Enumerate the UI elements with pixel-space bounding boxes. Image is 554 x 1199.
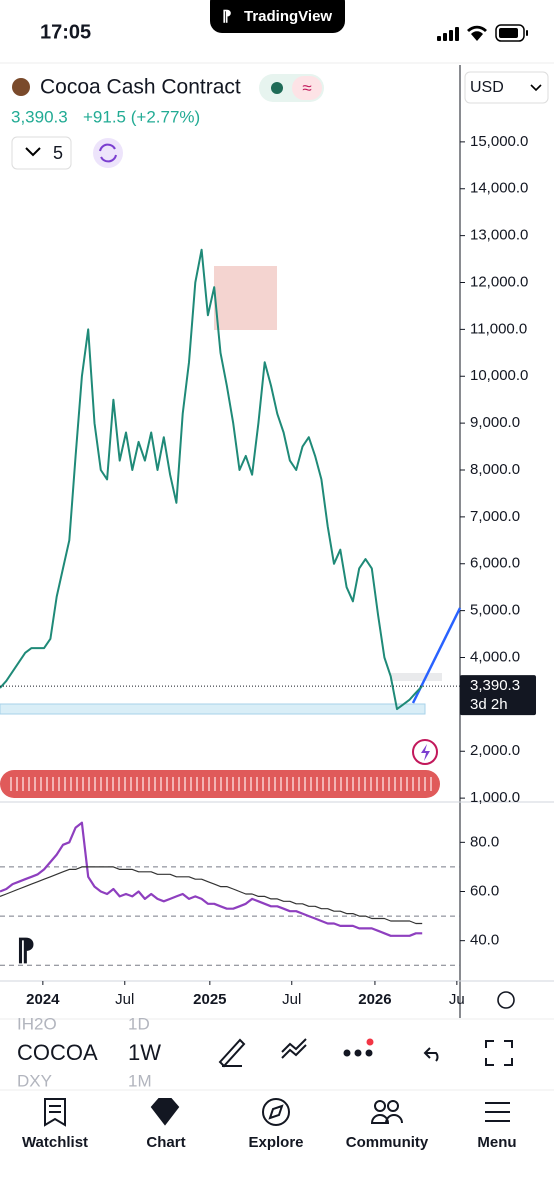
- faded-symbol: IH2O: [17, 1014, 57, 1033]
- notification-dot: [366, 1038, 374, 1046]
- faded-interval: 1D: [128, 1014, 150, 1033]
- indicator-line: [0, 821, 423, 937]
- toolbar-interval[interactable]: 1W: [128, 1040, 161, 1065]
- tab-icons: [44, 1098, 510, 1127]
- y-tick-label: 7,000.0: [470, 508, 520, 525]
- y-tick-label: 5,000.0: [470, 602, 520, 619]
- x-tick-label: Ju: [449, 991, 465, 1008]
- chevron: [25, 147, 41, 157]
- price-line: [0, 248, 423, 711]
- app-pill: [210, 0, 345, 33]
- x-tick-label: 2026: [358, 991, 391, 1008]
- y-tick-label: 80.0: [470, 833, 499, 850]
- y-tick-label: 13,000.0: [470, 227, 528, 244]
- header-price: 3,390.3: [11, 107, 68, 126]
- y-tick-label: 2,000.0: [470, 742, 520, 759]
- support-zone: [0, 703, 426, 715]
- status-time: 17:05: [40, 21, 91, 43]
- app-name: TradingView: [244, 8, 332, 25]
- x-tick-label: Jul: [282, 991, 301, 1008]
- events-bolt: [421, 744, 430, 761]
- y-tick-label: 1,000.0: [470, 789, 520, 806]
- y-tick-label: 6,000.0: [470, 555, 520, 572]
- toolbar-symbol[interactable]: COCOA: [17, 1040, 98, 1065]
- header-change: +91.5 (+2.77%): [83, 107, 200, 126]
- tab-label[interactable]: Chart: [146, 1134, 185, 1151]
- last-price-label: 3,390.3: [470, 677, 520, 694]
- currency: USD: [470, 79, 504, 96]
- y-tick-label: 11,000.0: [470, 320, 527, 337]
- y-tick-label: 14,000.0: [470, 180, 528, 197]
- toolbar-icons[interactable]: [218, 1038, 513, 1068]
- currency-box[interactable]: [464, 71, 549, 104]
- delay-badge: [292, 76, 322, 100]
- tab-label[interactable]: Explore: [248, 1134, 303, 1151]
- last-price-box: [460, 675, 536, 716]
- interval-count-box[interactable]: [11, 136, 72, 170]
- x-tick-label: Jul: [115, 991, 134, 1008]
- x-tick-label: 2025: [193, 991, 226, 1008]
- market-dot: [271, 82, 283, 94]
- y-tick-label: 40.0: [470, 932, 499, 949]
- symbol-icon: [12, 78, 30, 96]
- app-logo: ⁋: [222, 8, 232, 25]
- countdown: 3d 2h: [470, 696, 508, 713]
- faded-symbol: DXY: [17, 1071, 52, 1090]
- currency-chevron: [530, 84, 542, 92]
- y-tick-label: 10,000.0: [470, 367, 528, 384]
- delay-icon: ≈: [302, 78, 311, 97]
- y-tick-label: 4,000.0: [470, 648, 520, 665]
- y-tick-label: 15,000.0: [470, 133, 528, 150]
- drawing-box: [214, 266, 277, 330]
- refresh-button[interactable]: [93, 138, 123, 168]
- y-tick-label: 9,000.0: [470, 414, 520, 431]
- tv-watermark: ⁋: [16, 934, 35, 967]
- tab-label[interactable]: Community: [346, 1134, 429, 1151]
- status-icons: [437, 24, 528, 42]
- y-tick-label: 60.0: [470, 882, 499, 899]
- x-tick-label: 2024: [26, 991, 60, 1008]
- refresh-icon: [99, 143, 117, 163]
- faded-interval: 1M: [128, 1071, 152, 1090]
- indicator-line: [0, 866, 423, 925]
- tab-label[interactable]: Watchlist: [22, 1134, 88, 1151]
- settings-icon[interactable]: [497, 991, 515, 1009]
- symbol-name[interactable]: Cocoa Cash Contract: [40, 76, 241, 99]
- interval-count: 5: [53, 143, 63, 163]
- small-zone: [390, 673, 442, 681]
- y-tick-label: 12,000.0: [470, 273, 528, 290]
- tab-label[interactable]: Menu: [477, 1134, 516, 1151]
- y-tick-label: 8,000.0: [470, 461, 520, 478]
